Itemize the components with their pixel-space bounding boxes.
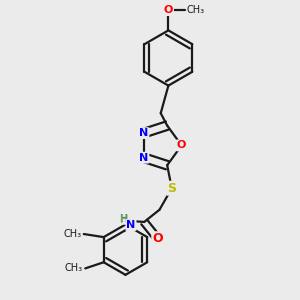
Text: H: H <box>118 214 127 224</box>
Text: N: N <box>139 153 148 163</box>
Text: H: H <box>119 215 128 225</box>
Text: O: O <box>177 140 186 150</box>
Text: N: N <box>139 128 148 138</box>
Text: S: S <box>167 182 176 195</box>
Text: O: O <box>164 5 173 15</box>
Text: CH₃: CH₃ <box>187 5 205 15</box>
Text: CH₃: CH₃ <box>63 229 81 239</box>
Text: O: O <box>152 232 163 245</box>
Text: N: N <box>126 220 136 230</box>
Text: CH₃: CH₃ <box>65 263 83 273</box>
